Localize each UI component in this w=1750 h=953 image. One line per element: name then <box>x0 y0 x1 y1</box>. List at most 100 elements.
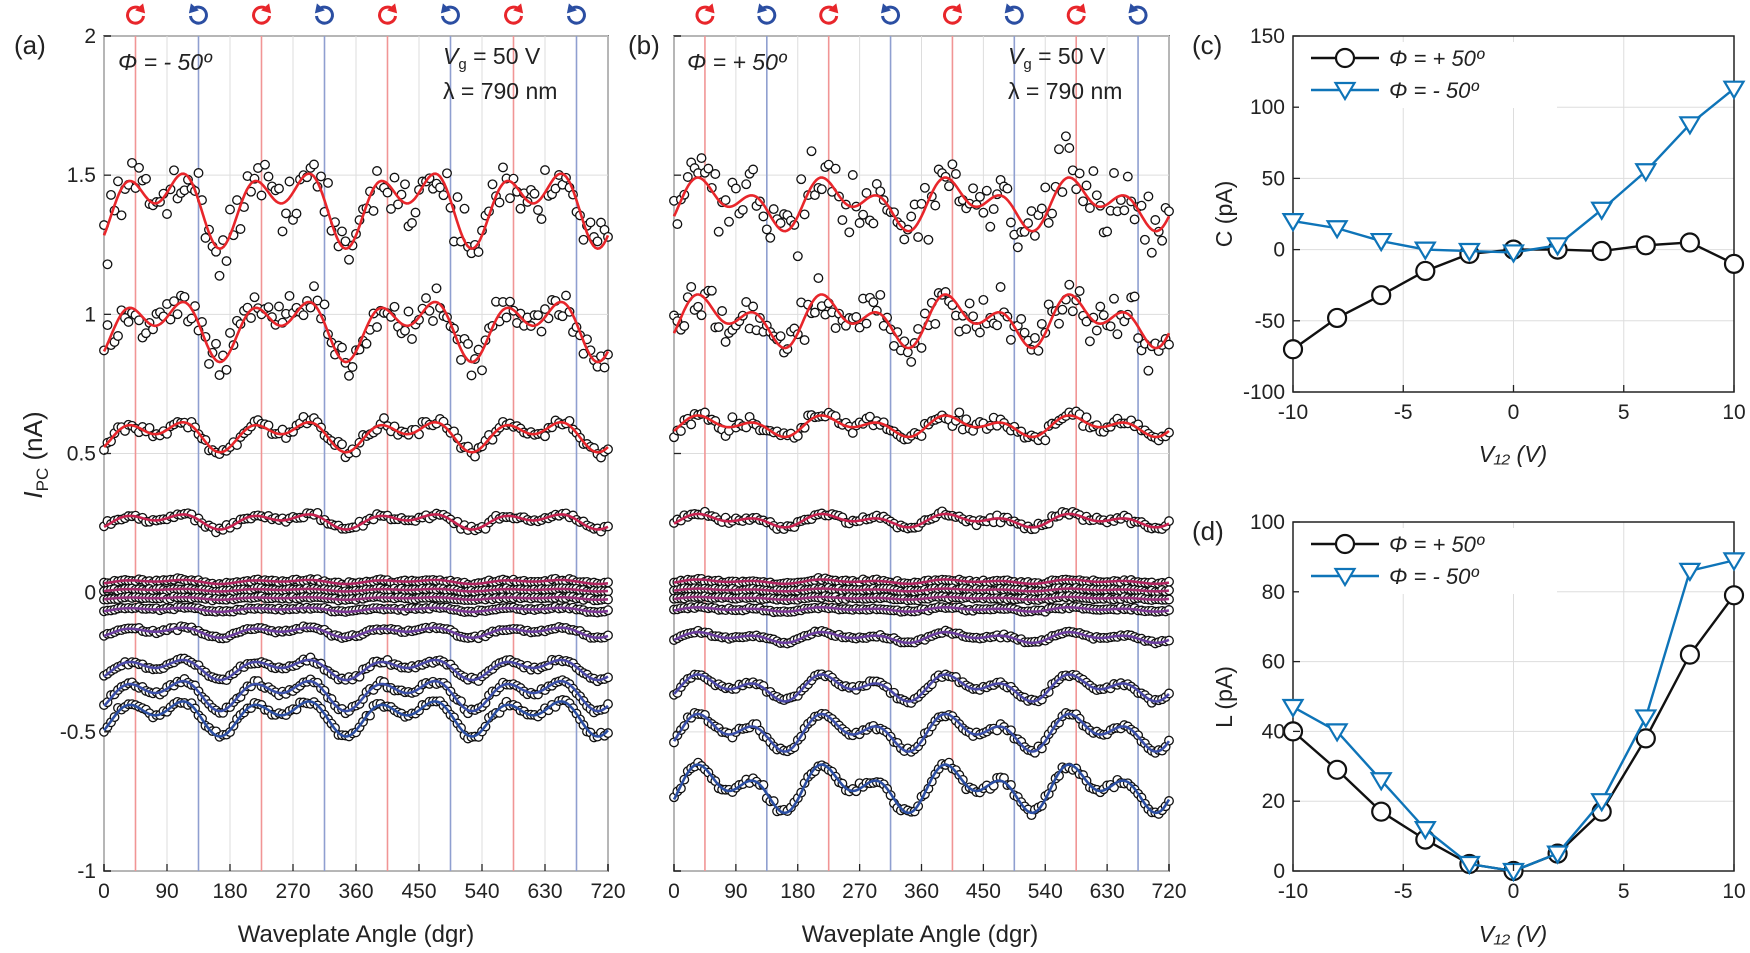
data-point <box>799 335 810 346</box>
data-point <box>309 159 319 170</box>
data-point <box>696 310 707 321</box>
panel-c-xlabel: V₁₂ (V) <box>1479 441 1547 467</box>
data-point <box>344 254 354 265</box>
circle-marker <box>1326 759 1348 780</box>
panel-b-ticks: 0 90 180 270 360 450 540 630 720 <box>668 35 1187 903</box>
data-point <box>393 199 403 210</box>
data-point <box>1088 166 1099 177</box>
data-point <box>1074 286 1085 296</box>
data-point <box>727 412 738 423</box>
data-point <box>1033 345 1044 356</box>
data-point <box>868 218 879 229</box>
data-point <box>141 173 151 184</box>
legend-label: Φ = + 50º <box>1389 532 1485 557</box>
data-point <box>995 282 1006 292</box>
panel-c-label: (c) <box>1192 30 1222 60</box>
waveplate-series <box>669 506 1174 535</box>
data-point <box>498 162 508 173</box>
circle-marker <box>1591 240 1612 262</box>
data-point <box>864 411 875 422</box>
waveplate-series <box>99 674 613 719</box>
y-tick-label: 2 <box>84 25 96 48</box>
rotation-arc <box>504 5 523 25</box>
data-point <box>274 183 284 194</box>
waveplate-series <box>669 591 1174 606</box>
data-point <box>1019 327 1030 338</box>
data-point <box>713 322 724 333</box>
data-point <box>515 203 526 214</box>
x-tick-label: 90 <box>724 880 747 903</box>
data-point <box>179 291 190 302</box>
data-point <box>799 209 810 220</box>
waveplate-series <box>99 591 613 606</box>
x-tick-label: 630 <box>527 880 562 903</box>
data-point <box>813 273 824 284</box>
y-tick-label: 60 <box>1262 651 1285 674</box>
data-point <box>706 285 717 296</box>
data-point <box>1157 235 1168 246</box>
x-tick-label: 270 <box>275 880 310 903</box>
data-point <box>1139 234 1150 245</box>
data-point <box>954 407 965 418</box>
rotation-arrowhead <box>387 3 398 14</box>
waveplate-series <box>669 406 1174 446</box>
x-tick-label: 180 <box>212 880 247 903</box>
data-point <box>221 256 232 267</box>
data-point <box>981 185 992 196</box>
data-point <box>263 302 274 313</box>
ccw-rotation-icon <box>1066 3 1086 25</box>
data-point <box>225 204 235 215</box>
data-point <box>1095 301 1106 312</box>
data-point <box>717 306 728 316</box>
data-point <box>428 316 438 326</box>
x-tick-label: 720 <box>590 880 625 903</box>
data-point <box>431 283 442 294</box>
data-point <box>344 370 354 381</box>
rotation-arrowhead <box>566 3 577 14</box>
data-point <box>459 203 470 214</box>
data-point <box>675 426 686 436</box>
data-point <box>1067 306 1078 317</box>
waveplate-series <box>99 601 613 618</box>
panel-b: 0 90 180 270 360 450 540 630 720 (b) Φ = + 50º V… <box>628 3 1187 948</box>
data-point <box>930 200 941 211</box>
y-tick-label: 0 <box>1273 239 1285 262</box>
data-point <box>830 163 841 174</box>
fit-line <box>673 587 1170 593</box>
data-point <box>113 331 123 341</box>
data-point <box>741 297 752 307</box>
data-point <box>134 315 144 326</box>
data-point <box>277 226 288 237</box>
data-point <box>536 214 547 225</box>
data-point <box>847 170 858 180</box>
data-point <box>127 157 137 168</box>
data-point <box>309 281 319 292</box>
cw-rotation-icon <box>440 3 460 25</box>
circle-marker <box>1371 801 1392 822</box>
data-point <box>875 289 886 300</box>
data-point <box>737 204 748 215</box>
data-point <box>169 296 179 307</box>
data-point <box>102 320 113 331</box>
data-point <box>407 334 417 344</box>
fit-line <box>672 293 1171 350</box>
data-point <box>1133 333 1144 344</box>
circle-marker <box>1679 232 1701 253</box>
data-point <box>792 251 803 262</box>
fit-line <box>103 658 609 682</box>
x-tick-label: 540 <box>464 880 499 903</box>
waveplate-series <box>99 621 613 644</box>
legend-label: Φ = - 50º <box>1389 564 1479 589</box>
data-point <box>1057 187 1068 198</box>
fit-line <box>103 587 609 593</box>
data-point <box>389 301 400 312</box>
data-point <box>713 226 724 237</box>
data-point <box>452 192 463 203</box>
data-point <box>1122 171 1133 182</box>
waveplate-series <box>669 601 1174 618</box>
data-point <box>748 301 759 312</box>
data-point <box>172 309 183 320</box>
panel-a-series <box>99 157 613 744</box>
cw-rotation-icon <box>880 3 900 25</box>
